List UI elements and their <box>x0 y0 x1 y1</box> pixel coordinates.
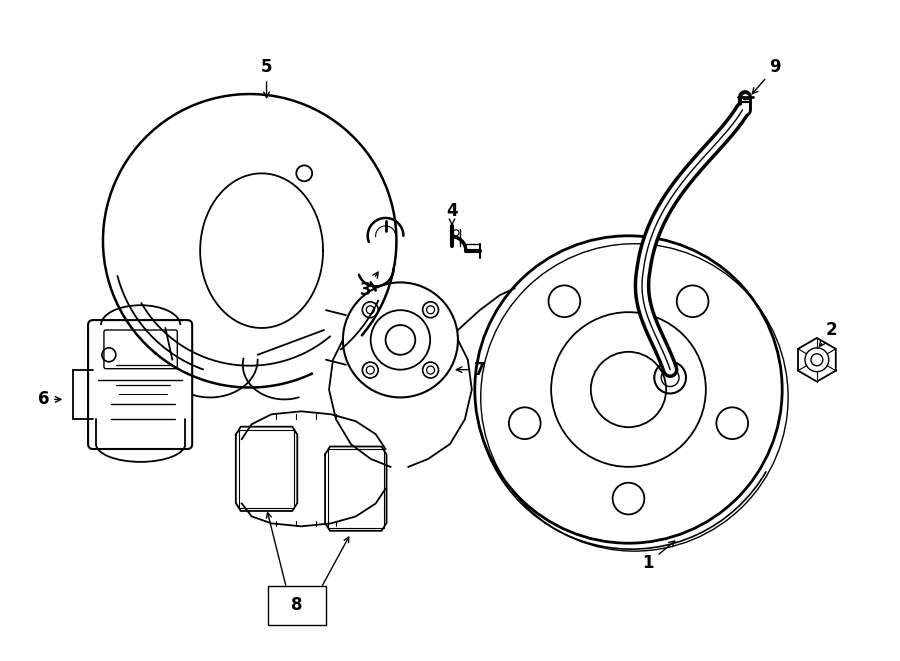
Text: 9: 9 <box>752 58 781 94</box>
Text: 8: 8 <box>291 596 302 613</box>
Text: 2: 2 <box>820 321 838 346</box>
Text: 6: 6 <box>38 391 61 408</box>
Text: 7: 7 <box>456 361 486 379</box>
Text: 5: 5 <box>261 58 273 98</box>
Text: 1: 1 <box>643 541 675 572</box>
Text: 4: 4 <box>446 202 458 225</box>
Text: 3: 3 <box>360 272 378 299</box>
